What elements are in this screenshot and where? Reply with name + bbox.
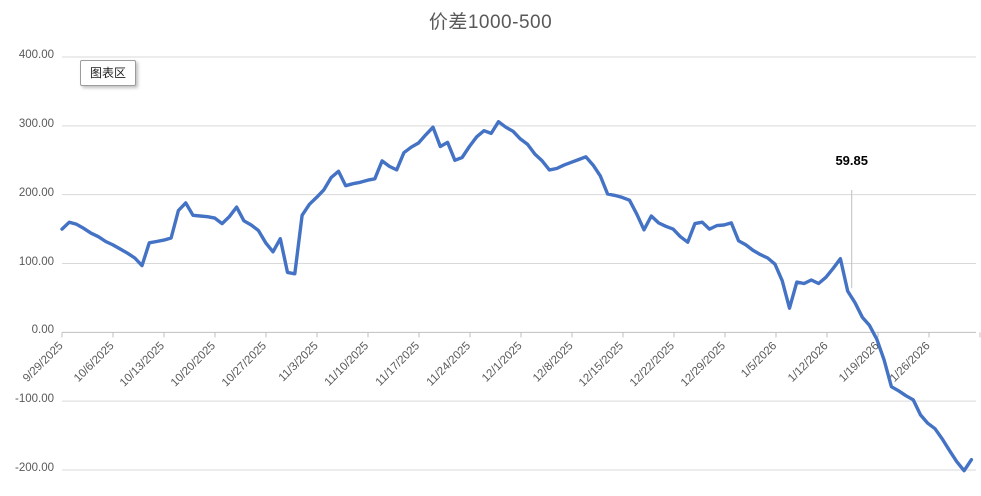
series-line[interactable] [60,119,974,473]
y-axis-label: -200.00 [14,462,54,474]
y-axis-label: 0.00 [31,324,54,337]
chart-title: 价差1000-500 [428,12,553,33]
y-axis-label: 200.00 [18,186,54,199]
y-axis-label: 400.00 [18,49,54,61]
annotation-value-label: 59.85 [835,153,868,168]
y-axis-label: -100.00 [14,393,54,406]
chart-area-tooltip: 图表区 [80,60,137,86]
y-axis-label: 300.00 [18,117,54,130]
y-axis-label: 100.00 [18,255,54,268]
